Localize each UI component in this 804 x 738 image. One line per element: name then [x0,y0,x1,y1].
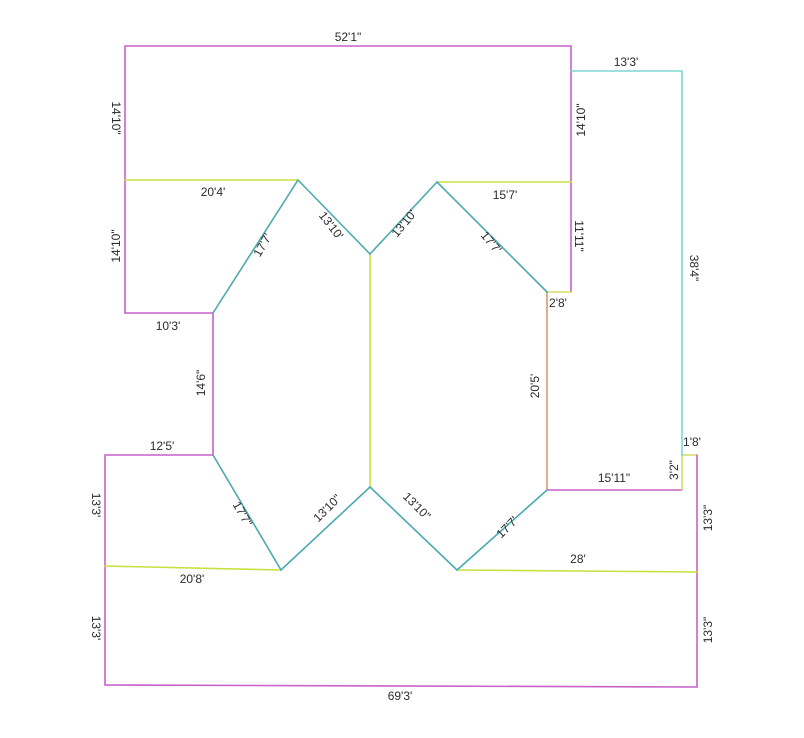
label-valley-lr-a: 13'10" [400,489,433,522]
label-valley-ll-a: 17'7" [230,499,255,529]
label-right-low-upper: 13'3" [701,505,715,532]
label-ridge-right-top: 15'7' [493,188,518,202]
label-valley-ll-b: 13'10" [310,491,343,524]
label-small-18: 1'8' [683,435,701,449]
label-small-32: 3'2" [667,460,681,480]
label-left-low-upper: 13'3' [89,493,103,518]
label-step-15: 15'11" [598,471,630,485]
dimension-labels: 52'1" 13'3' 14'10" 14'10" 38'4" 20'4' 15… [89,30,715,703]
label-left-mid: 14'10" [109,229,123,262]
label-left-low-lower: 13'3' [89,616,103,641]
label-ridge-left-bottom: 20'8' [180,572,205,586]
label-valley-ur-b: 17'7' [478,229,505,257]
label-left-upper: 14'10" [109,101,123,134]
label-ridge-left-top: 20'4' [201,185,226,199]
right-outer-edge-line [570,70,683,456]
bottom-eave-line [104,454,698,688]
ridge-lower-left [104,565,282,571]
label-step-left: 10'3' [156,319,181,333]
label-valley-ul-b: 17'7' [250,231,274,259]
label-right-upper: 14'10" [574,103,588,136]
label-right-center: 20'5' [528,374,542,399]
small-box-line [681,454,698,491]
valley-upper-left [212,178,371,314]
valley-lines [212,178,548,572]
label-valley-ur-a: 13'10' [389,207,420,240]
label-right-outer: 38'4" [687,255,701,282]
ridge-lines [104,179,698,573]
label-ridge-right-bottom: 28' [570,552,586,566]
label-left-center: 14'6" [194,370,208,397]
label-right-low-lower: 13'3" [701,617,715,644]
label-step-12: 12'5' [150,439,175,453]
label-right-mid: 11'11" [572,220,586,251]
roof-edges [104,45,698,688]
valley-lower-left [212,454,371,572]
label-top-right-run: 13'3' [614,55,639,69]
valley-lower-right [369,486,548,572]
label-top: 52'1" [335,30,362,44]
ridge-lower-right [456,569,698,573]
label-step-right: 2'8' [549,296,567,310]
valley-upper-right [369,180,548,293]
label-bottom: 69'3' [388,689,413,703]
